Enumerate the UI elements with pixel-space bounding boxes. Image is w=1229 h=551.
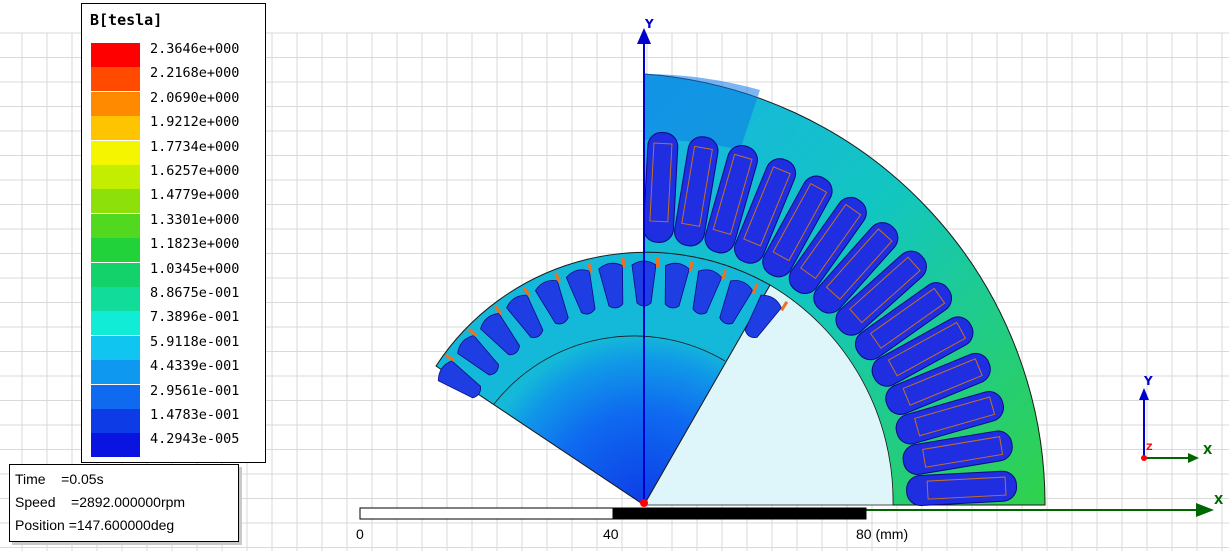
legend-level-label: 2.2168e+000: [150, 65, 240, 82]
legend-swatch: [91, 335, 140, 360]
triad-z-label: Z: [1146, 443, 1153, 453]
legend-swatch: [91, 116, 140, 141]
legend-swatch: [91, 311, 140, 336]
legend-level-label: 8.8675e-001: [150, 285, 240, 301]
color-legend[interactable]: B[tesla] 2.3646e+000 2.2168e+000 2.0690e+0…: [81, 3, 266, 463]
speed-readout: Speed =2892.000000rpm: [15, 494, 186, 510]
legend-level-label: 1.4779e+000: [150, 187, 240, 204]
legend-swatch: [91, 433, 140, 458]
legend-level-label: 1.9212e+000: [150, 114, 240, 131]
legend-swatch: [91, 287, 140, 311]
airgap-region: [643, 284, 894, 506]
legend-swatch: [91, 360, 140, 385]
legend-level-label: 5.9118e-001: [150, 333, 240, 350]
legend-swatch: [91, 165, 140, 189]
rotor-inner-arc: [493, 335, 726, 405]
legend-level-label: 1.4783e-001: [150, 407, 240, 423]
legend-level-label: 7.3896e-001: [150, 309, 240, 326]
legend-level-label: 1.3301e+000: [150, 211, 240, 228]
legend-level-label: 2.0690e+000: [150, 89, 240, 106]
scale-tick-80: 80 (mm): [856, 526, 909, 542]
legend-level-label: 1.0345e+000: [150, 260, 240, 277]
legend-swatch: [91, 43, 140, 67]
stator-slots: [642, 131, 1018, 507]
legend-title: B[tesla]: [90, 11, 163, 29]
legend-level-label: 2.9561e-001: [150, 382, 240, 399]
legend-level-label: 4.2943e-005: [150, 431, 240, 448]
legend-swatch: [91, 262, 140, 287]
position-readout: Position =147.600000deg: [15, 517, 175, 533]
main-y-axis-label: Y: [645, 17, 654, 31]
axis-triad: [1139, 388, 1199, 463]
legend-swatch: [91, 213, 140, 238]
legend-level-label: 2.3646e+000: [150, 41, 240, 57]
triad-x-label: X: [1203, 443, 1213, 457]
legend-swatch: [91, 384, 140, 409]
main-x-axis-label: X: [1214, 493, 1224, 507]
rotor-slots: [437, 257, 789, 399]
stator-back-iron-band: [644, 74, 760, 150]
legend-level-label: 4.4339e-001: [150, 358, 240, 375]
legend-level-label: 1.1823e+000: [150, 236, 240, 253]
legend-swatch: [91, 409, 140, 433]
legend-level-label: 1.6257e+000: [150, 163, 240, 179]
scale-tick-0: 0: [356, 526, 364, 542]
legend-level-label: 1.7734e+000: [150, 138, 240, 155]
scale-bar: [359, 507, 867, 520]
legend-swatch: [91, 91, 140, 116]
triad-y-label: Y: [1144, 374, 1153, 388]
legend-swatch: [91, 189, 140, 214]
scale-tick-40: 40: [603, 526, 619, 542]
simulation-info-box: Time =0.05s Speed =2892.000000rpm Positi…: [9, 464, 239, 542]
origin-marker: [640, 499, 648, 507]
legend-swatch: [91, 67, 140, 92]
main-y-axis: [637, 28, 651, 505]
legend-swatch: [91, 238, 140, 263]
legend-swatch: [91, 140, 140, 165]
time-readout: Time =0.05s: [15, 471, 104, 487]
